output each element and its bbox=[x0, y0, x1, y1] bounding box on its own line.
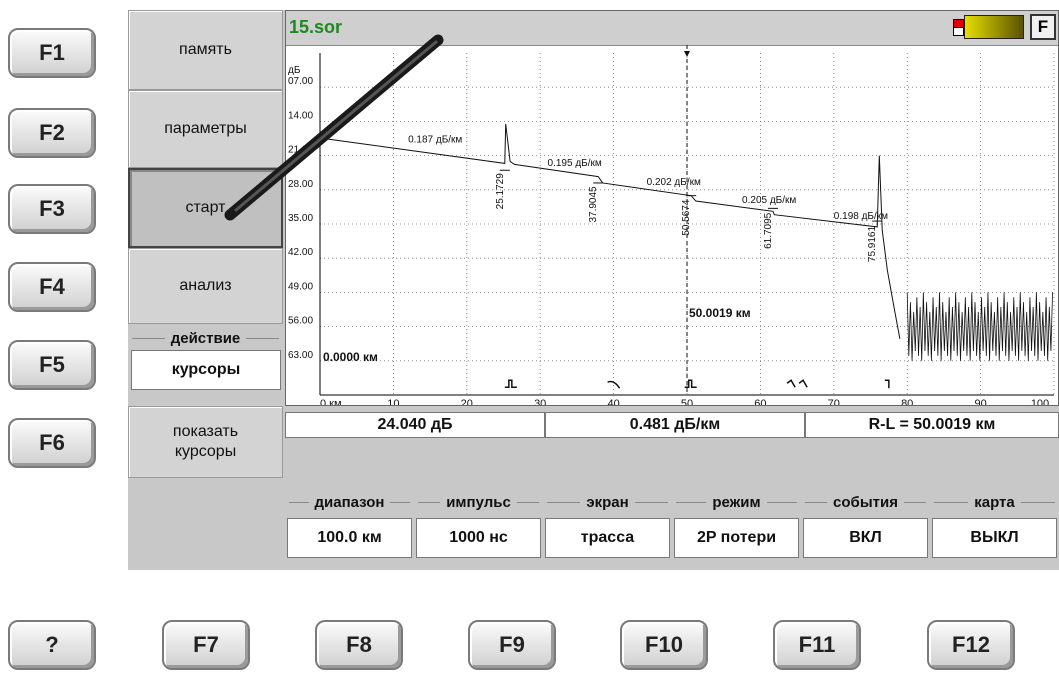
setting-label: экран bbox=[543, 493, 672, 511]
menu-params-label: параметры bbox=[164, 120, 247, 137]
x-tick-label: 80 bbox=[901, 398, 913, 405]
menu-analysis-button[interactable]: анализ bbox=[128, 248, 283, 324]
setting-label: события bbox=[801, 493, 930, 511]
trace-line bbox=[319, 123, 901, 339]
key-f5[interactable]: F5 bbox=[8, 340, 96, 390]
action-label-text: действие bbox=[164, 329, 247, 347]
f-button[interactable]: F bbox=[1030, 14, 1056, 40]
event-label: 75.9161 bbox=[867, 226, 878, 263]
event-label: 50.5674 bbox=[681, 199, 692, 236]
loss-value: 24.040 дБ bbox=[377, 416, 453, 433]
battery-icon bbox=[964, 15, 1024, 39]
event-symbol bbox=[786, 379, 808, 388]
x-tick-label: 40 bbox=[607, 398, 619, 405]
y-tick-label: 56.00 bbox=[288, 316, 313, 327]
setting-value[interactable]: ВКЛ bbox=[803, 518, 928, 558]
trace-panel: 15.sor F 07.00 14.00 21.00 28.00 35.00 42.00 4… bbox=[285, 10, 1059, 406]
event-label: 61.7095 bbox=[763, 212, 774, 249]
setting-value[interactable]: ВЫКЛ bbox=[932, 518, 1057, 558]
file-name: 15.sor bbox=[289, 17, 343, 37]
menu-start-button[interactable]: старт bbox=[128, 168, 283, 248]
key-f12[interactable]: F12 bbox=[927, 620, 1015, 670]
setting-value[interactable]: 100.0 км bbox=[287, 518, 412, 558]
key-f6[interactable]: F6 bbox=[8, 418, 96, 468]
y-tick-label: 35.00 bbox=[288, 213, 313, 224]
show-cursors-label: показать курсоры bbox=[172, 423, 239, 460]
distance-readout: R-L = 50.0019 км bbox=[805, 412, 1059, 438]
setting-value[interactable]: 2P потери bbox=[674, 518, 799, 558]
x-tick-label: 90 bbox=[974, 398, 986, 405]
key-f1[interactable]: F1 bbox=[8, 28, 96, 78]
event-symbol bbox=[884, 379, 890, 389]
event-label: 37.9045 bbox=[588, 186, 599, 223]
key-f8[interactable]: F8 bbox=[315, 620, 403, 670]
x-tick-label: 30 bbox=[534, 398, 546, 405]
x-tick-label: 0 км bbox=[320, 398, 342, 405]
menu-analysis-label: анализ bbox=[179, 277, 232, 294]
action-group-label: действие bbox=[128, 329, 283, 347]
attenuation-value: 0.481 дБ/км bbox=[629, 416, 721, 433]
reflectometer-screen: память параметры старт анализ действие к… bbox=[128, 10, 1059, 570]
key-f4[interactable]: F4 bbox=[8, 262, 96, 312]
attenuation-readout: 0.481 дБ/км bbox=[545, 412, 805, 438]
x-tick-label: 10 bbox=[387, 398, 399, 405]
action-value: курсоры bbox=[171, 361, 241, 378]
segment-label: 0.202 дБ/км bbox=[647, 177, 701, 188]
key-f11[interactable]: F11 bbox=[773, 620, 861, 670]
cursor-right-label: 50.0019 км bbox=[689, 306, 751, 320]
cursor-right-arrow bbox=[684, 51, 691, 57]
y-tick-label: 63.00 bbox=[288, 350, 313, 361]
event-symbol bbox=[607, 380, 621, 389]
event-symbol bbox=[504, 379, 517, 388]
y-tick-label: 49.00 bbox=[288, 281, 313, 292]
setting-label: режим bbox=[672, 493, 801, 511]
setting-label: диапазон bbox=[285, 493, 414, 511]
setting-value[interactable]: 1000 нс bbox=[416, 518, 541, 558]
f-button-label: F bbox=[1037, 17, 1049, 36]
segment-label: 0.198 дБ/км bbox=[834, 211, 888, 222]
y-tick-label: 21.00 bbox=[288, 145, 313, 156]
y-tick-label: 42.00 bbox=[288, 247, 313, 258]
key-help[interactable]: ? bbox=[8, 620, 96, 670]
key-f9[interactable]: F9 bbox=[468, 620, 556, 670]
cursor-left-label: 0.0000 км bbox=[323, 350, 378, 364]
menu-params-button[interactable]: параметры bbox=[128, 90, 283, 168]
key-f10[interactable]: F10 bbox=[620, 620, 708, 670]
segment-label: 0.187 дБ/км bbox=[408, 134, 462, 145]
menu-memory-label: память bbox=[179, 41, 232, 58]
x-tick-label: 60 bbox=[754, 398, 766, 405]
setting-label: карта bbox=[930, 493, 1059, 511]
noise-trace bbox=[906, 292, 1053, 361]
segment-label: 0.195 дБ/км bbox=[548, 158, 602, 169]
key-f7[interactable]: F7 bbox=[162, 620, 250, 670]
y-tick-label: 28.00 bbox=[288, 179, 313, 190]
x-tick-label: 20 bbox=[461, 398, 473, 405]
setting-label: импульс bbox=[414, 493, 543, 511]
event-label: 25.1729 bbox=[495, 173, 506, 210]
distance-value: R-L = 50.0019 км bbox=[868, 416, 996, 433]
setting-value[interactable]: трасса bbox=[545, 518, 670, 558]
segment-label: 0.205 дБ/км bbox=[742, 195, 796, 206]
show-cursors-button[interactable]: показать курсоры bbox=[128, 406, 283, 478]
menu-start-label: старт bbox=[185, 199, 226, 216]
y-tick-label: 14.00 bbox=[288, 110, 313, 121]
file-title-bar: 15.sor F bbox=[286, 11, 1058, 46]
x-tick-label: 70 bbox=[828, 398, 840, 405]
action-value-field[interactable]: курсоры bbox=[131, 350, 281, 390]
trace-chart[interactable]: 07.00 14.00 21.00 28.00 35.00 42.00 49.00 56.00… bbox=[286, 45, 1058, 405]
key-f2[interactable]: F2 bbox=[8, 108, 96, 158]
loss-readout: 24.040 дБ bbox=[285, 412, 545, 438]
key-f3[interactable]: F3 bbox=[8, 184, 96, 234]
x-tick-label: 50 bbox=[681, 398, 693, 405]
y-axis-label: дБ bbox=[288, 65, 301, 76]
y-tick-label: 07.00 bbox=[288, 76, 313, 87]
x-tick-label: 100 bbox=[1031, 398, 1049, 405]
battery-cap-icon bbox=[953, 27, 964, 36]
menu-memory-button[interactable]: память bbox=[128, 10, 283, 90]
event-symbol bbox=[684, 379, 697, 388]
